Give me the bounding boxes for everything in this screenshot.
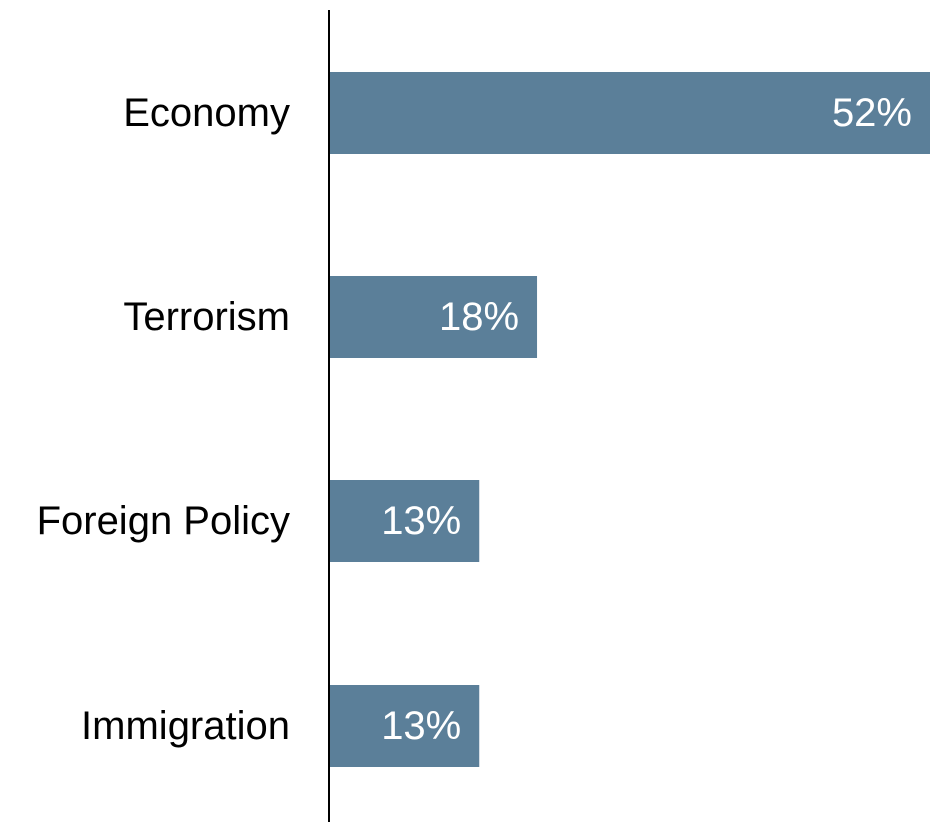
bar-terrorism: [329, 276, 538, 358]
category-label: Immigration: [81, 704, 290, 748]
bar-economy: [329, 72, 930, 154]
value-label: 18%: [439, 295, 519, 339]
value-label-group: 52% 18% 13% 13%: [381, 91, 912, 748]
bar-foreign-policy: [329, 480, 480, 562]
category-label-group: Economy Terrorism Foreign Policy Immigratio…: [37, 91, 290, 748]
category-label: Terrorism: [123, 295, 290, 339]
category-label: Economy: [123, 91, 290, 135]
value-label: 13%: [381, 704, 461, 748]
value-label: 13%: [381, 499, 461, 543]
bar-immigration: [329, 685, 480, 767]
bar-group: [329, 72, 930, 767]
value-label: 52%: [832, 91, 912, 135]
category-label: Foreign Policy: [37, 499, 290, 543]
